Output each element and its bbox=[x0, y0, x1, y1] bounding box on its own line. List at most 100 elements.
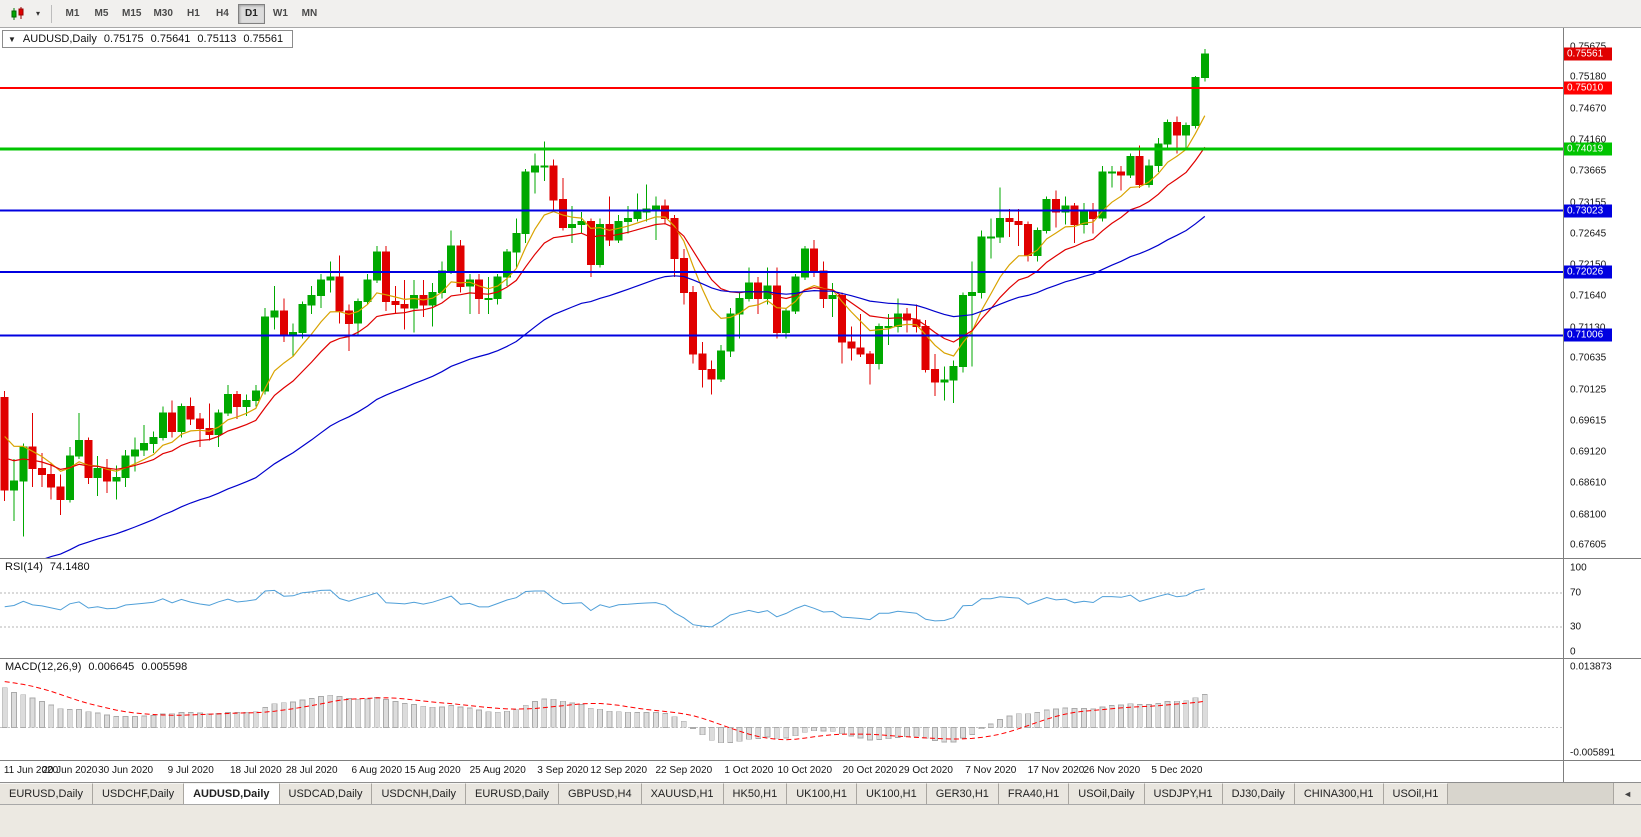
macd-histogram-bar bbox=[904, 727, 910, 738]
candle-body bbox=[754, 282, 763, 300]
chart-tab-eurusd-daily[interactable]: EURUSD,Daily bbox=[0, 783, 93, 804]
macd-histogram-bar bbox=[634, 712, 641, 728]
macd-histogram-bar bbox=[811, 727, 817, 732]
timeframe-button-h4[interactable]: H4 bbox=[216, 8, 229, 19]
chart-tab-gbpusd-h4[interactable]: GBPUSD,H4 bbox=[559, 783, 642, 804]
date-axis-label: 28 Jul 2020 bbox=[285, 765, 338, 776]
price-axis[interactable]: 0.75675 0.75180 0.74670 0.74160 0.73665 0.731… bbox=[1563, 28, 1641, 558]
timeframe-button-d1[interactable]: D1 bbox=[237, 3, 265, 24]
date-axis-row: 11 Jun 2020 20 Jun 2020 30 Jun 2020 9 Jul 2… bbox=[0, 760, 1641, 782]
chart-tab-fra40-h1[interactable]: FRA40,H1 bbox=[998, 783, 1070, 804]
rsi-line bbox=[4, 588, 1205, 628]
macd-histogram-bar bbox=[1090, 708, 1097, 728]
macd-histogram-bar bbox=[839, 727, 845, 735]
chart-tab-hk50-h1[interactable]: HK50,H1 bbox=[723, 783, 788, 804]
candle-body bbox=[298, 304, 307, 334]
candle-body bbox=[670, 217, 679, 260]
chart-type-button[interactable] bbox=[5, 3, 31, 25]
candle-body bbox=[1154, 143, 1163, 167]
date-axis-label: 18 Jul 2020 bbox=[229, 765, 282, 776]
price-axis-label: 0.69120 bbox=[1570, 446, 1607, 458]
macd-axis[interactable]: 0.013873 -0.005891 bbox=[1563, 659, 1641, 760]
macd-histogram-bar bbox=[364, 698, 371, 728]
candle-body bbox=[838, 295, 846, 343]
chart-tab-usoil-h1[interactable]: USOil,H1 bbox=[1383, 783, 1449, 804]
candle-body bbox=[456, 245, 465, 287]
macd-histogram-bar bbox=[1025, 713, 1031, 728]
timeframe-button-m30[interactable]: M30 bbox=[153, 8, 173, 19]
macd-histogram-bar bbox=[1146, 704, 1152, 728]
candle-body bbox=[1005, 217, 1014, 222]
candle-body bbox=[1107, 171, 1116, 174]
candle-body bbox=[1061, 205, 1070, 213]
chart-tab-audusd-daily[interactable]: AUDUSD,Daily bbox=[184, 783, 280, 804]
date-axis[interactable]: 11 Jun 2020 20 Jun 2020 30 Jun 2020 9 Jul 2… bbox=[0, 761, 1563, 782]
macd-histogram-bar bbox=[671, 716, 678, 728]
price-axis-label: 0.69615 bbox=[1570, 415, 1607, 427]
date-axis-label: 9 Jul 2020 bbox=[167, 765, 214, 776]
macd-name: MACD(12,26,9) bbox=[5, 661, 82, 673]
macd-histogram-bar bbox=[383, 699, 390, 728]
macd-histogram-bar bbox=[271, 703, 278, 728]
price-axis-label: 0.75675 bbox=[1570, 41, 1606, 52]
macd-histogram-bar bbox=[76, 709, 82, 728]
candle-body bbox=[149, 437, 158, 445]
ohlc-close: 0.75561 bbox=[243, 33, 284, 45]
toolbar: ▾ M1 M5 M15 M30 H1 H4 D1 W1 MN bbox=[0, 0, 1641, 28]
candle-body bbox=[447, 245, 456, 272]
main-chart-plot[interactable]: ▼ AUDUSD,Daily 0.75175 0.75641 0.75113 0… bbox=[0, 28, 1563, 558]
timeframe-button-m1[interactable]: M1 bbox=[65, 8, 80, 19]
chart-tab-eurusd-daily[interactable]: EURUSD,Daily bbox=[466, 783, 559, 804]
timeframe-button-m5[interactable]: M5 bbox=[94, 8, 109, 19]
candle-body bbox=[1182, 125, 1191, 136]
macd-histogram-bar bbox=[718, 727, 724, 744]
chart-tab-usdjpy-h1[interactable]: USDJPY,H1 bbox=[1144, 783, 1223, 804]
date-axis-label: 25 Aug 2020 bbox=[469, 765, 526, 776]
candle-body bbox=[242, 400, 251, 408]
candle-body bbox=[828, 295, 837, 300]
price-axis-label: 0.72645 bbox=[1570, 228, 1607, 240]
chart-tab-usoil-daily[interactable]: USOil,Daily bbox=[1069, 783, 1145, 804]
macd-histogram-bar bbox=[690, 727, 696, 729]
candle-body bbox=[130, 449, 139, 457]
macd-histogram-bar bbox=[1118, 704, 1124, 728]
chart-tab-dj30-daily[interactable]: DJ30,Daily bbox=[1222, 783, 1295, 804]
chart-type-dropdown-arrow-icon[interactable]: ▾ bbox=[35, 9, 40, 18]
macd-histogram-bar bbox=[848, 727, 855, 737]
price-axis-label: 0.72150 bbox=[1570, 259, 1607, 271]
chart-tab-uk100-h1[interactable]: UK100,H1 bbox=[787, 783, 857, 804]
chart-tab-usdcad-daily[interactable]: USDCAD,Daily bbox=[279, 783, 373, 804]
macd-signal-line bbox=[4, 681, 1205, 741]
macd-plot[interactable]: MACD(12,26,9) 0.006645 0.005598 bbox=[0, 659, 1563, 760]
macd-histogram-bar bbox=[29, 697, 36, 728]
timeframe-button-mn[interactable]: MN bbox=[301, 8, 318, 19]
timeframe-button-m15[interactable]: M15 bbox=[122, 8, 142, 19]
candle-body bbox=[1014, 220, 1023, 225]
candle-body bbox=[1070, 205, 1079, 225]
chart-tab-ger30-h1[interactable]: GER30,H1 bbox=[926, 783, 999, 804]
tab-scroll-left-button[interactable]: ◄ bbox=[1613, 783, 1641, 804]
chart-tab-china300-h1[interactable]: CHINA300,H1 bbox=[1294, 783, 1384, 804]
rsi-svg bbox=[0, 588, 1563, 628]
rsi-axis[interactable]: 100 70 30 0 bbox=[1563, 559, 1641, 658]
candle-body bbox=[1126, 156, 1135, 176]
macd-histogram-bar bbox=[736, 727, 743, 742]
timeframe-button-h1[interactable]: H1 bbox=[187, 8, 200, 19]
timeframe-button-w1[interactable]: W1 bbox=[272, 8, 288, 19]
macd-histogram-bar bbox=[569, 702, 576, 728]
candle-body bbox=[1042, 199, 1051, 232]
candle-body bbox=[261, 316, 270, 392]
date-axis-label: 12 Sep 2020 bbox=[590, 765, 648, 776]
macd-histogram-bar bbox=[643, 712, 650, 728]
symbol-label: AUDUSD,Daily bbox=[22, 33, 97, 45]
rsi-name: RSI(14) bbox=[5, 561, 43, 573]
macd-histogram-bar bbox=[336, 696, 343, 728]
rsi-plot[interactable]: RSI(14) 74.1480 bbox=[0, 559, 1563, 658]
chart-tab-uk100-h1[interactable]: UK100,H1 bbox=[856, 783, 927, 804]
macd-histogram-bar bbox=[932, 727, 938, 741]
chart-tab-xauusd-h1[interactable]: XAUUSD,H1 bbox=[641, 783, 724, 804]
date-axis-label: 3 Sep 2020 bbox=[537, 765, 589, 776]
chart-tab-usdcnh-daily[interactable]: USDCNH,Daily bbox=[372, 783, 467, 804]
chart-tab-usdchf-daily[interactable]: USDCHF,Daily bbox=[92, 783, 185, 804]
main-chart-panel: ▼ AUDUSD,Daily 0.75175 0.75641 0.75113 0… bbox=[0, 28, 1641, 558]
